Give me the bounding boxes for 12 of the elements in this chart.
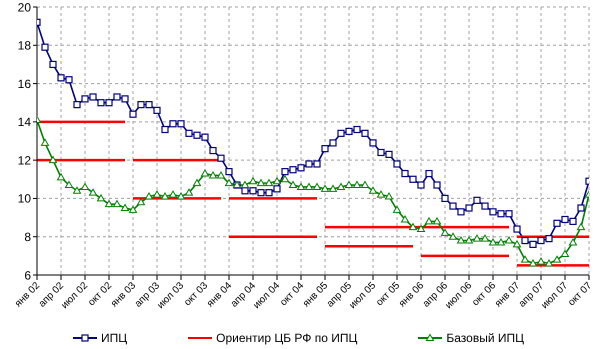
y-tick-label: 16 [18, 76, 32, 91]
y-tick-label: 18 [18, 38, 32, 53]
y-tick-label: 12 [18, 153, 32, 168]
y-tick-label: 20 [18, 0, 32, 14]
y-tick-label: 6 [24, 268, 32, 282]
y-tick-label: 10 [18, 192, 32, 206]
x-tick-label: окт 07 [566, 280, 594, 308]
legend-label: Базовый ИПЦ [446, 331, 524, 345]
y-tick-label: 8 [24, 230, 32, 244]
y-tick-label: 14 [18, 115, 32, 130]
legend-label: ИПЦ [100, 331, 128, 345]
legend-label: Ориентир ЦБ РФ по ИПЦ [216, 331, 358, 345]
